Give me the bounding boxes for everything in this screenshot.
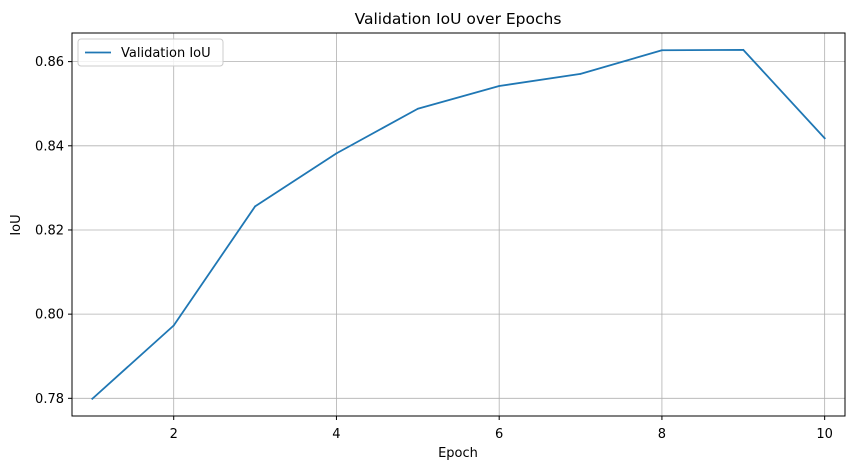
y-axis-label: IoU [9, 214, 24, 235]
data-point [335, 152, 338, 155]
data-point [579, 72, 582, 75]
y-tick-label: 0.80 [35, 308, 64, 323]
legend: Validation IoU [77, 38, 224, 67]
data-point [823, 137, 826, 140]
series-line-validation-iou [91, 48, 826, 401]
y-tick-label: 0.84 [35, 139, 64, 154]
y-tick-label: 0.86 [35, 55, 64, 70]
data-point [661, 49, 663, 52]
plot-area-frame [71, 32, 846, 417]
x-axis-label: Epoch [438, 446, 478, 461]
legend-box [77, 38, 224, 67]
x-tick-label: 2 [170, 427, 178, 442]
series-layer [91, 48, 826, 401]
legend-label: Validation IoU [121, 46, 211, 61]
data-point [91, 397, 94, 400]
grid-lines [72, 33, 845, 416]
chart-title: Validation IoU over Epochs [355, 10, 562, 28]
y-tick-label: 0.78 [35, 392, 64, 407]
x-axis-ticks: 2 4 6 8 10 [170, 416, 833, 442]
y-tick-label: 0.82 [35, 223, 64, 238]
x-tick-label: 6 [495, 427, 503, 442]
data-point [498, 85, 501, 87]
data-point [172, 324, 175, 327]
x-tick-label: 10 [816, 427, 833, 442]
data-point [742, 48, 745, 51]
x-tick-label: 8 [658, 427, 666, 442]
data-point [254, 205, 256, 208]
data-point [416, 107, 419, 110]
x-tick-label: 4 [332, 427, 340, 442]
y-axis-ticks: 0.78 0.80 0.82 0.84 0.86 [35, 55, 72, 407]
